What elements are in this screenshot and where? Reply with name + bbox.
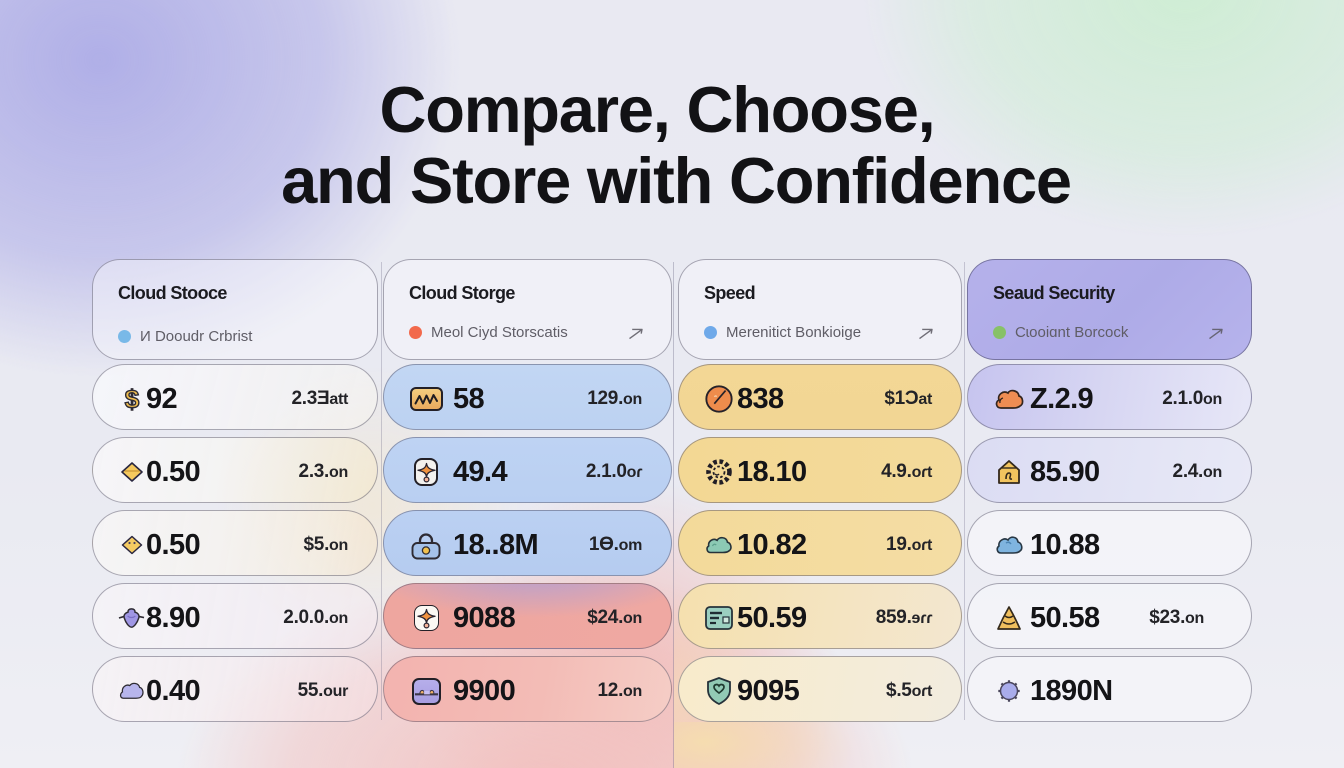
- svg-text:$: $: [124, 384, 139, 414]
